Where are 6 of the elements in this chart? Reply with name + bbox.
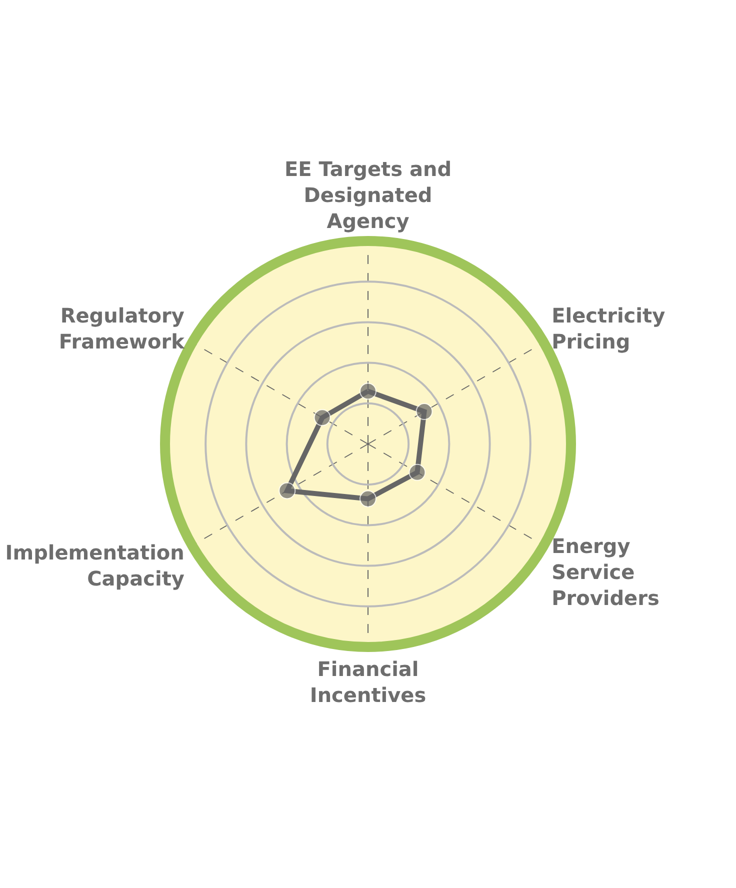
- spoke-label: Regulatory Framework: [58, 304, 186, 354]
- spoke-label: EE Targets and Designated Agency: [284, 157, 452, 233]
- spoke-label: Financial Incentives: [310, 657, 426, 707]
- spoke-label: Electricity Pricing: [552, 304, 666, 354]
- spoke-label: Energy Service Providers: [552, 534, 660, 610]
- spoke-label: Implementation Capacity: [5, 540, 184, 591]
